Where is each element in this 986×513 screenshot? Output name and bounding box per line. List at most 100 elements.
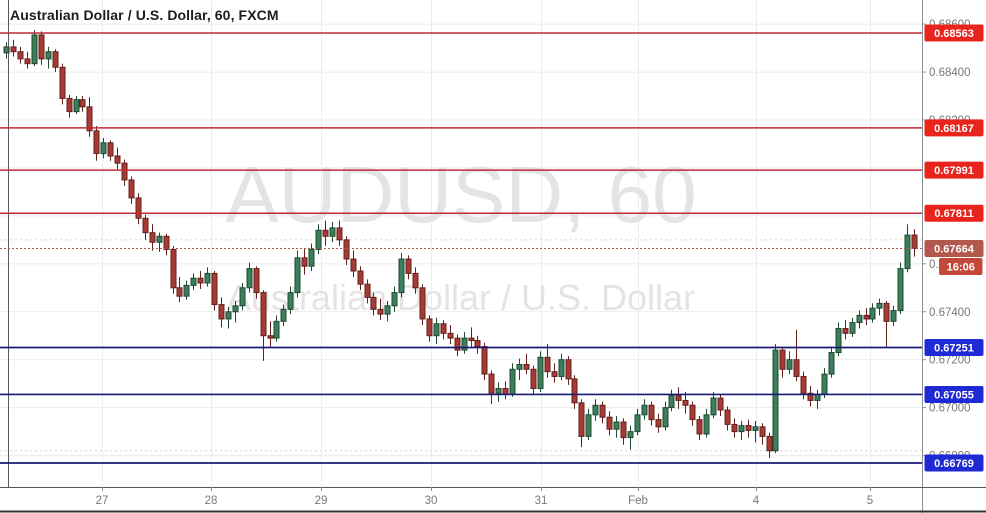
countdown-badge xyxy=(939,257,983,275)
candle-body xyxy=(391,292,398,307)
candle-body xyxy=(814,393,821,401)
support-price-badge xyxy=(924,385,984,403)
candle-body xyxy=(876,302,883,309)
candle-body xyxy=(565,359,572,380)
price-tick-label: 0.67000 xyxy=(929,403,971,415)
candle-body xyxy=(370,296,377,310)
candle-body xyxy=(204,272,211,284)
candle-body xyxy=(114,155,121,164)
candle-body xyxy=(856,314,863,324)
candle-body xyxy=(121,162,128,181)
watermark-description: Australian Dollar / U.S. Dollar xyxy=(227,277,695,318)
candle-body xyxy=(786,359,793,370)
candle-body xyxy=(384,305,391,315)
candle-body xyxy=(273,320,280,339)
candle-body xyxy=(301,257,308,267)
support-price-badge-label: 0.67055 xyxy=(934,389,974,401)
candle-body xyxy=(544,356,551,373)
candle-body xyxy=(551,371,558,377)
candle-body xyxy=(433,323,440,337)
candle-body xyxy=(59,66,66,99)
candle-body xyxy=(516,363,523,370)
candle-body xyxy=(377,308,384,315)
candle-body xyxy=(634,414,641,433)
candle-body xyxy=(440,323,447,334)
resistance-price-badge-label: 0.67991 xyxy=(934,165,974,177)
support-price-badge xyxy=(924,454,984,472)
candle-body xyxy=(73,99,80,113)
candle-body xyxy=(336,227,343,241)
candle-body xyxy=(821,373,828,395)
candle-body xyxy=(253,268,260,294)
resistance-price-badge xyxy=(924,161,984,179)
candle-body xyxy=(287,292,294,310)
candlestick-series[interactable] xyxy=(3,30,918,458)
candle-body xyxy=(523,363,530,370)
candle-body xyxy=(481,346,488,375)
time-axis[interactable]: 27 28 29 30 31 Feb 4 5 xyxy=(96,487,874,507)
candle-body xyxy=(606,416,613,430)
candle-body xyxy=(66,97,73,113)
time-tick-label: 4 xyxy=(753,495,760,507)
candle-body xyxy=(176,287,183,297)
candle-body xyxy=(675,395,682,401)
candle-body xyxy=(93,130,100,155)
candle-body xyxy=(31,34,38,65)
candle-body xyxy=(38,34,45,60)
candle-body xyxy=(863,314,870,320)
candle-body xyxy=(759,426,766,437)
candle-body xyxy=(260,292,267,337)
candle-body xyxy=(766,435,773,452)
candle-body xyxy=(911,234,918,249)
candle-body xyxy=(904,234,911,270)
candle-body xyxy=(461,337,468,351)
candle-body xyxy=(183,284,190,297)
countdown-badge-label: 16:06 xyxy=(947,261,975,273)
candle-body xyxy=(211,272,218,306)
candle-body xyxy=(405,258,412,274)
resistance-price-badge-label: 0.68563 xyxy=(934,28,974,40)
candle-body xyxy=(239,287,246,307)
candle-body xyxy=(52,51,59,68)
support-price-badge-label: 0.66769 xyxy=(934,458,974,470)
candle-body xyxy=(343,239,350,260)
candle-body xyxy=(655,419,662,428)
candle-body xyxy=(267,335,274,339)
time-tick-label: 30 xyxy=(425,495,438,507)
candle-body xyxy=(662,407,669,428)
candle-body xyxy=(24,58,31,65)
candle-body xyxy=(426,318,433,337)
time-axis-mask xyxy=(0,487,986,513)
candle-body xyxy=(107,142,114,157)
candle-body xyxy=(170,248,177,289)
time-tick-label: 28 xyxy=(205,495,218,507)
candle-body xyxy=(613,421,620,430)
candle-body xyxy=(364,283,371,298)
chart-title: Australian Dollar / U.S. Dollar, 60, FXC… xyxy=(10,7,279,23)
candle-body xyxy=(495,387,502,394)
candle-body xyxy=(835,328,842,354)
resistance-price-badge xyxy=(924,119,984,137)
candle-body xyxy=(537,356,544,389)
candle-body xyxy=(883,302,890,322)
candle-body xyxy=(571,378,578,404)
candle-body xyxy=(468,337,475,342)
candle-body xyxy=(779,349,786,370)
candle-body xyxy=(627,431,634,439)
candle-body xyxy=(599,404,606,418)
candle-body xyxy=(648,404,655,421)
candle-body xyxy=(454,337,461,351)
resistance-price-badge xyxy=(924,24,984,42)
candle-body xyxy=(135,197,142,219)
candle-body xyxy=(197,277,204,284)
candle-body xyxy=(190,277,197,286)
candle-body xyxy=(10,46,17,53)
candle-body xyxy=(163,235,170,250)
resistance-price-badge xyxy=(924,204,984,222)
candle-body xyxy=(398,258,405,294)
candle-body xyxy=(419,287,426,320)
candle-body xyxy=(689,404,696,421)
candle-body xyxy=(897,268,904,312)
